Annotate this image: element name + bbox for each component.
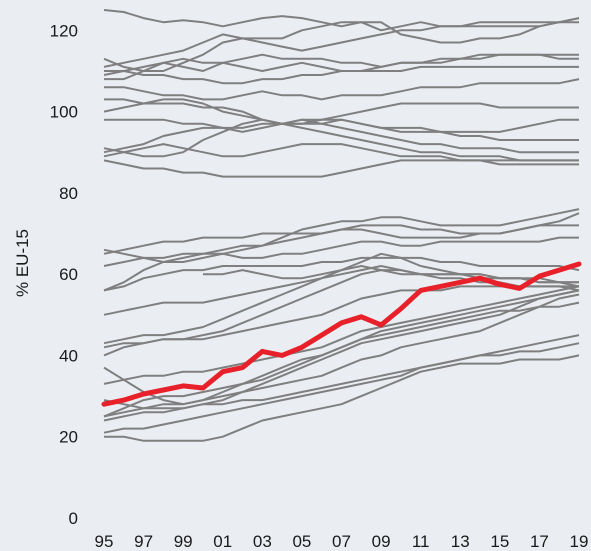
comparison-series-line-14 <box>103 159 579 178</box>
comparison-series-line-12 <box>103 118 579 162</box>
y-tick-label: 80 <box>59 184 78 203</box>
comparison-series-line-18 <box>103 236 579 292</box>
y-tick-label: 100 <box>50 103 78 122</box>
x-tick-label: 03 <box>253 532 272 551</box>
x-tick-label: 13 <box>451 532 470 551</box>
comparison-series-line-22 <box>103 252 580 345</box>
comparison-series-line-3 <box>103 17 580 68</box>
comparison-series-line-15 <box>103 208 580 263</box>
y-tick-label: 120 <box>50 21 78 40</box>
x-tick-label: 07 <box>332 532 351 551</box>
comparison-series-line-31 <box>103 342 580 434</box>
y-tick-label: 40 <box>59 346 78 365</box>
x-tick-label: 05 <box>292 532 311 551</box>
x-tick-label: 15 <box>490 532 509 551</box>
x-tick-label: 19 <box>570 532 589 551</box>
x-tick-label: 11 <box>412 532 430 551</box>
comparison-series-line-17 <box>103 224 579 267</box>
y-tick-label: 20 <box>59 428 78 447</box>
y-axis-ticks: 0 20 40 60 80 100 120 <box>50 21 78 528</box>
x-axis-ticks: 95 97 99 01 03 05 07 09 11 13 15 17 19 <box>95 532 589 551</box>
comparison-series-line-26 <box>103 285 580 385</box>
x-tick-label: 09 <box>372 532 391 551</box>
comparison-series-line-29 <box>103 334 580 422</box>
x-tick-label: 95 <box>95 532 114 551</box>
comparison-series-line-2 <box>103 17 580 72</box>
x-tick-label: 97 <box>134 532 153 551</box>
comparison-series-line-16 <box>103 212 580 255</box>
y-tick-label: 0 <box>69 509 78 528</box>
comparison-series-line-28 <box>103 293 580 418</box>
comparison-series-line-10 <box>104 118 579 141</box>
comparison-series-line-1 <box>103 9 579 32</box>
comparison-series-line-23 <box>103 269 580 349</box>
y-tick-label: 60 <box>59 265 78 284</box>
comparison-series-line-11 <box>103 118 579 154</box>
highlight-series-group <box>101 261 582 407</box>
comparison-series-line-8 <box>104 98 579 125</box>
comparison-series-line-30 <box>104 354 580 442</box>
comparison-series-line-7 <box>104 78 580 101</box>
comparison-series-group <box>103 9 580 442</box>
x-tick-label: 01 <box>213 532 232 551</box>
x-tick-label: 99 <box>174 532 193 551</box>
comparison-series-line-6 <box>104 65 579 85</box>
comparison-series-line-19 <box>103 256 580 292</box>
comparison-series-line-32 <box>103 301 580 418</box>
comparison-series-line-13 <box>103 143 579 162</box>
y-axis-label: % EU-15 <box>13 229 32 297</box>
x-tick-label: 17 <box>530 532 549 551</box>
highlight-series-line <box>101 261 582 407</box>
